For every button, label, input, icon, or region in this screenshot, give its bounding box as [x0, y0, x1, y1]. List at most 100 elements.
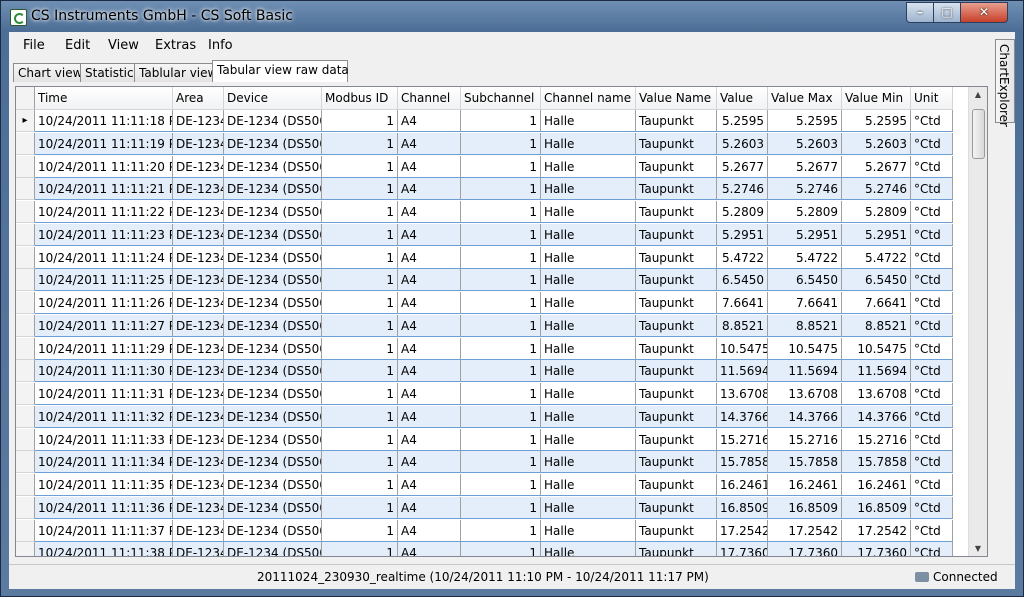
table-cell[interactable]: 10/24/2011 11:11:19 PM [35, 132, 173, 155]
tab[interactable]: Statistic [80, 63, 136, 82]
table-cell[interactable]: 13.6708 [768, 383, 842, 405]
table-cell[interactable]: A4 [398, 201, 461, 223]
table-cell[interactable]: 1 [461, 451, 541, 474]
table-cell[interactable]: 17.7360 [768, 542, 842, 556]
table-cell[interactable]: 1 [322, 314, 398, 337]
table-cell[interactable]: 5.2746 [717, 178, 768, 201]
row-header[interactable] [16, 246, 35, 269]
table-cell[interactable]: 11.5694 [842, 360, 911, 383]
table-cell[interactable]: 5.4722 [717, 246, 768, 269]
table-cell[interactable]: °Ctd [911, 223, 953, 246]
table-cell[interactable]: °Ctd [911, 132, 953, 155]
table-cell[interactable]: °Ctd [911, 110, 953, 132]
table-cell[interactable]: DE-1234 [173, 519, 224, 542]
row-header[interactable] [16, 337, 35, 360]
table-cell[interactable]: A4 [398, 314, 461, 337]
table-cell[interactable]: DE-1234 (DS500) [224, 405, 322, 428]
table-cell[interactable]: 10/24/2011 11:11:22 PM [35, 201, 173, 223]
table-cell[interactable]: 1 [322, 360, 398, 383]
table-cell[interactable]: 1 [322, 405, 398, 428]
table-cell[interactable]: DE-1234 [173, 110, 224, 132]
table-cell[interactable]: 11.5694 [768, 360, 842, 383]
table-cell[interactable]: °Ctd [911, 269, 953, 292]
table-cell[interactable]: 1 [461, 542, 541, 556]
table-cell[interactable]: Halle [541, 542, 636, 556]
table-cell[interactable]: 5.2603 [768, 132, 842, 155]
table-cell[interactable]: 17.7360 [717, 542, 768, 556]
table-cell[interactable]: DE-1234 (DS500) [224, 383, 322, 405]
table-cell[interactable]: DE-1234 (DS500) [224, 292, 322, 314]
table-cell[interactable]: Halle [541, 360, 636, 383]
column-header[interactable]: Channel name [541, 87, 636, 110]
table-cell[interactable]: 1 [322, 178, 398, 201]
tab[interactable]: Tabular view raw data [212, 60, 349, 82]
table-cell[interactable]: 10/24/2011 11:11:18 PM [35, 110, 173, 132]
table-cell[interactable]: 17.2542 [717, 519, 768, 542]
table-cell[interactable]: DE-1234 (DS500) [224, 542, 322, 556]
table-cell[interactable]: 10/24/2011 11:11:38 PM [35, 542, 173, 556]
table-cell[interactable]: DE-1234 (DS500) [224, 155, 322, 178]
table-cell[interactable]: 10/24/2011 11:11:20 PM [35, 155, 173, 178]
table-cell[interactable]: 1 [461, 474, 541, 496]
table-cell[interactable]: DE-1234 (DS500) [224, 314, 322, 337]
table-cell[interactable]: 1 [322, 337, 398, 360]
table-cell[interactable]: 1 [461, 269, 541, 292]
table-cell[interactable]: 15.7858 [842, 451, 911, 474]
table-cell[interactable]: 6.5450 [768, 269, 842, 292]
row-header[interactable] [16, 223, 35, 246]
table-cell[interactable]: 5.2603 [842, 132, 911, 155]
table-cell[interactable]: °Ctd [911, 178, 953, 201]
table-cell[interactable]: 5.2603 [717, 132, 768, 155]
table-cell[interactable]: 15.2716 [768, 428, 842, 451]
table-cell[interactable]: 1 [461, 405, 541, 428]
table-cell[interactable]: 10/24/2011 11:11:31 PM [35, 383, 173, 405]
table-cell[interactable]: Halle [541, 405, 636, 428]
column-header[interactable]: Value Min [842, 87, 911, 110]
table-cell[interactable]: 10/24/2011 11:11:32 PM [35, 405, 173, 428]
table-cell[interactable]: °Ctd [911, 314, 953, 337]
table-cell[interactable]: Halle [541, 519, 636, 542]
table-cell[interactable]: DE-1234 (DS500) [224, 360, 322, 383]
table-cell[interactable]: Halle [541, 269, 636, 292]
row-header[interactable] [16, 132, 35, 155]
column-header[interactable]: Value Name [636, 87, 717, 110]
table-cell[interactable]: DE-1234 (DS500) [224, 269, 322, 292]
column-header[interactable]: Area [173, 87, 224, 110]
table-cell[interactable]: °Ctd [911, 383, 953, 405]
table-cell[interactable]: 1 [322, 223, 398, 246]
maximize-button[interactable]: □ [933, 2, 961, 23]
row-header[interactable] [16, 383, 35, 405]
table-cell[interactable]: 1 [461, 201, 541, 223]
scroll-down[interactable]: ▼ [974, 544, 982, 553]
table-cell[interactable]: Taupunkt [636, 519, 717, 542]
table-cell[interactable]: 1 [461, 246, 541, 269]
table-cell[interactable]: 1 [461, 292, 541, 314]
table-cell[interactable]: DE-1234 [173, 337, 224, 360]
table-cell[interactable]: Halle [541, 314, 636, 337]
table-cell[interactable]: DE-1234 [173, 155, 224, 178]
table-cell[interactable]: A4 [398, 246, 461, 269]
table-cell[interactable]: Taupunkt [636, 496, 717, 519]
table-cell[interactable]: A4 [398, 132, 461, 155]
table-cell[interactable]: 1 [322, 201, 398, 223]
table-cell[interactable]: 10/24/2011 11:11:30 PM [35, 360, 173, 383]
table-cell[interactable]: DE-1234 [173, 542, 224, 556]
table-cell[interactable]: 10/24/2011 11:11:33 PM [35, 428, 173, 451]
row-header[interactable] [16, 314, 35, 337]
table-cell[interactable]: 5.2809 [717, 201, 768, 223]
table-cell[interactable]: °Ctd [911, 155, 953, 178]
row-header[interactable] [16, 155, 35, 178]
table-cell[interactable]: 8.8521 [768, 314, 842, 337]
table-cell[interactable]: A4 [398, 360, 461, 383]
row-header[interactable] [16, 405, 35, 428]
table-cell[interactable]: Taupunkt [636, 201, 717, 223]
table-cell[interactable]: 16.8509 [842, 496, 911, 519]
table-cell[interactable]: Halle [541, 155, 636, 178]
table-cell[interactable]: Taupunkt [636, 451, 717, 474]
table-cell[interactable]: 16.2461 [768, 474, 842, 496]
table-cell[interactable]: 10.5475 [717, 337, 768, 360]
row-header[interactable] [16, 519, 35, 542]
row-header[interactable] [16, 542, 35, 556]
column-header[interactable]: Channel [398, 87, 461, 110]
table-cell[interactable]: Halle [541, 132, 636, 155]
